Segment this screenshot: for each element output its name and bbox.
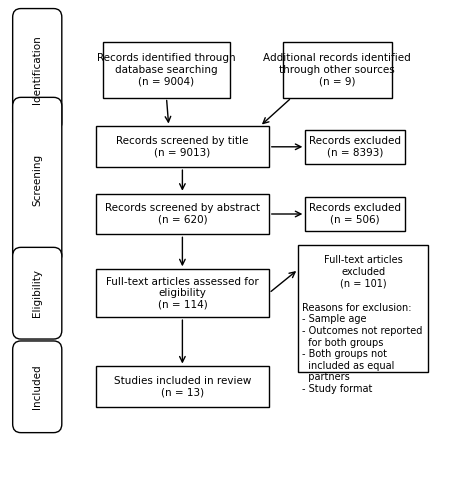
FancyBboxPatch shape <box>96 194 269 234</box>
Text: Identification: Identification <box>32 36 42 104</box>
FancyBboxPatch shape <box>305 130 405 164</box>
Text: Studies included in review
(n = 13): Studies included in review (n = 13) <box>114 376 251 398</box>
Text: Additional records identified
through other sources
(n = 9): Additional records identified through ot… <box>263 54 411 86</box>
Text: Screening: Screening <box>32 154 42 206</box>
Text: Records screened by abstract
(n = 620): Records screened by abstract (n = 620) <box>105 203 260 225</box>
Text: Records identified through
database searching
(n = 9004): Records identified through database sear… <box>97 54 236 86</box>
FancyBboxPatch shape <box>13 8 62 132</box>
FancyBboxPatch shape <box>13 248 62 339</box>
Text: Full-text articles assessed for
eligibility
(n = 114): Full-text articles assessed for eligibil… <box>106 276 259 310</box>
Text: Records excluded
(n = 8393): Records excluded (n = 8393) <box>310 136 401 158</box>
FancyBboxPatch shape <box>283 42 392 98</box>
FancyBboxPatch shape <box>13 98 62 264</box>
Text: Eligibility: Eligibility <box>32 269 42 317</box>
Text: Full-text articles
excluded
(n = 101): Full-text articles excluded (n = 101) <box>324 255 402 288</box>
Text: Included: Included <box>32 364 42 409</box>
FancyBboxPatch shape <box>103 42 230 98</box>
FancyBboxPatch shape <box>13 341 62 432</box>
FancyBboxPatch shape <box>96 366 269 407</box>
Text: Records screened by title
(n = 9013): Records screened by title (n = 9013) <box>116 136 248 158</box>
FancyBboxPatch shape <box>305 197 405 231</box>
FancyBboxPatch shape <box>96 126 269 167</box>
Text: Records excluded
(n = 506): Records excluded (n = 506) <box>310 203 401 225</box>
FancyBboxPatch shape <box>96 269 269 317</box>
FancyBboxPatch shape <box>299 245 428 372</box>
Text: Reasons for exclusion:
- Sample age
- Outcomes not reported
  for both groups
- : Reasons for exclusion: - Sample age - Ou… <box>302 303 422 394</box>
